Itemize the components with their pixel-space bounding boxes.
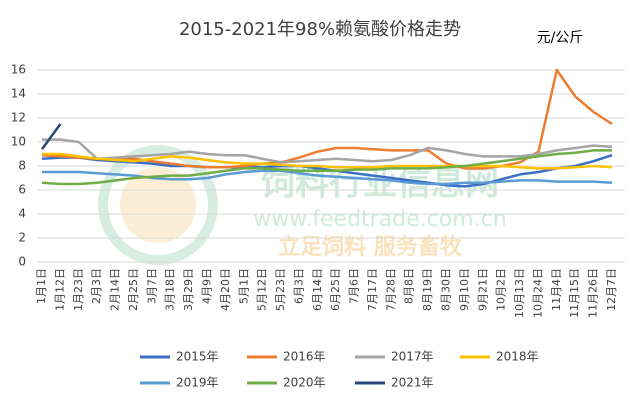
x-tick-label: 3月29日 (182, 268, 195, 311)
legend-label: 2017年 (391, 350, 434, 364)
x-tick-label: 3月7日 (145, 268, 158, 304)
legend-label: 2020年 (283, 376, 326, 390)
series-line (40, 123, 62, 150)
y-tick-label: 10 (11, 135, 26, 149)
x-tick-label: 10月13日 (513, 268, 526, 318)
x-tick-label: 6月3日 (292, 268, 305, 304)
x-tick-label: 2月3日 (90, 268, 103, 304)
legend-label: 2021年 (391, 376, 434, 390)
x-tick-label: 7月17日 (366, 268, 379, 311)
y-tick-label: 16 (11, 63, 26, 77)
x-tick-label: 5月1日 (237, 268, 250, 304)
y-tick-label: 6 (18, 183, 26, 197)
x-tick-label: 10月24日 (531, 268, 544, 318)
x-tick-label: 3月18日 (164, 268, 177, 311)
x-tick-label: 8月19日 (421, 268, 434, 311)
x-tick-label: 2月14日 (109, 268, 122, 311)
x-tick-label: 8月30日 (440, 268, 453, 311)
series-line (41, 149, 612, 186)
series-line (41, 68, 613, 170)
x-tick-label: 12月7日 (605, 268, 618, 311)
x-tick-label: 1月23日 (72, 268, 85, 311)
watermark-logo (98, 145, 218, 265)
x-tick-label: 1月12日 (53, 268, 66, 311)
x-tick-label: 10月2日 (495, 268, 508, 311)
x-tick-label: 4月20日 (219, 268, 232, 311)
x-tick-label: 5月23日 (274, 268, 287, 311)
x-tick-label: 7月6日 (348, 268, 361, 304)
series-line (42, 138, 613, 164)
y-tick-label: 8 (18, 159, 26, 173)
y-tick-label: 12 (11, 111, 26, 125)
legend-label: 2019年 (176, 376, 219, 390)
unit-label: 元/公斤 (537, 30, 584, 46)
y-tick-label: 14 (11, 87, 26, 101)
x-tick-label: 7月28日 (384, 268, 397, 311)
x-tick-label: 2月25日 (127, 268, 140, 311)
y-tick-label: 0 (18, 255, 26, 269)
x-tick-label: 11月26日 (587, 268, 600, 318)
x-tick-label: 11月15日 (568, 268, 581, 318)
x-tick-label: 1月1日 (35, 268, 48, 304)
y-tick-label: 2 (18, 231, 26, 245)
x-tick-label: 9月10日 (458, 268, 471, 311)
x-tick-label: 8月8日 (403, 268, 416, 304)
x-tick-label: 4月9日 (200, 268, 213, 304)
x-tick-label: 6月14日 (311, 268, 324, 311)
series-line (42, 152, 613, 170)
watermark-url: www.feedtrade.com.cn (253, 207, 506, 232)
legend-label: 2016年 (283, 350, 326, 364)
y-tick-label: 4 (18, 207, 26, 221)
x-tick-label: 5月12日 (256, 268, 269, 311)
series-line (42, 169, 613, 186)
legend-label: 2018年 (496, 350, 539, 364)
chart-title: 2015-2021年98%赖氨酸价格走势 (179, 19, 461, 40)
legend-label: 2015年 (176, 350, 219, 364)
x-tick-label: 9月21日 (476, 268, 489, 311)
x-tick-label: 11月4日 (550, 268, 563, 311)
x-tick-label: 6月25日 (329, 268, 342, 311)
